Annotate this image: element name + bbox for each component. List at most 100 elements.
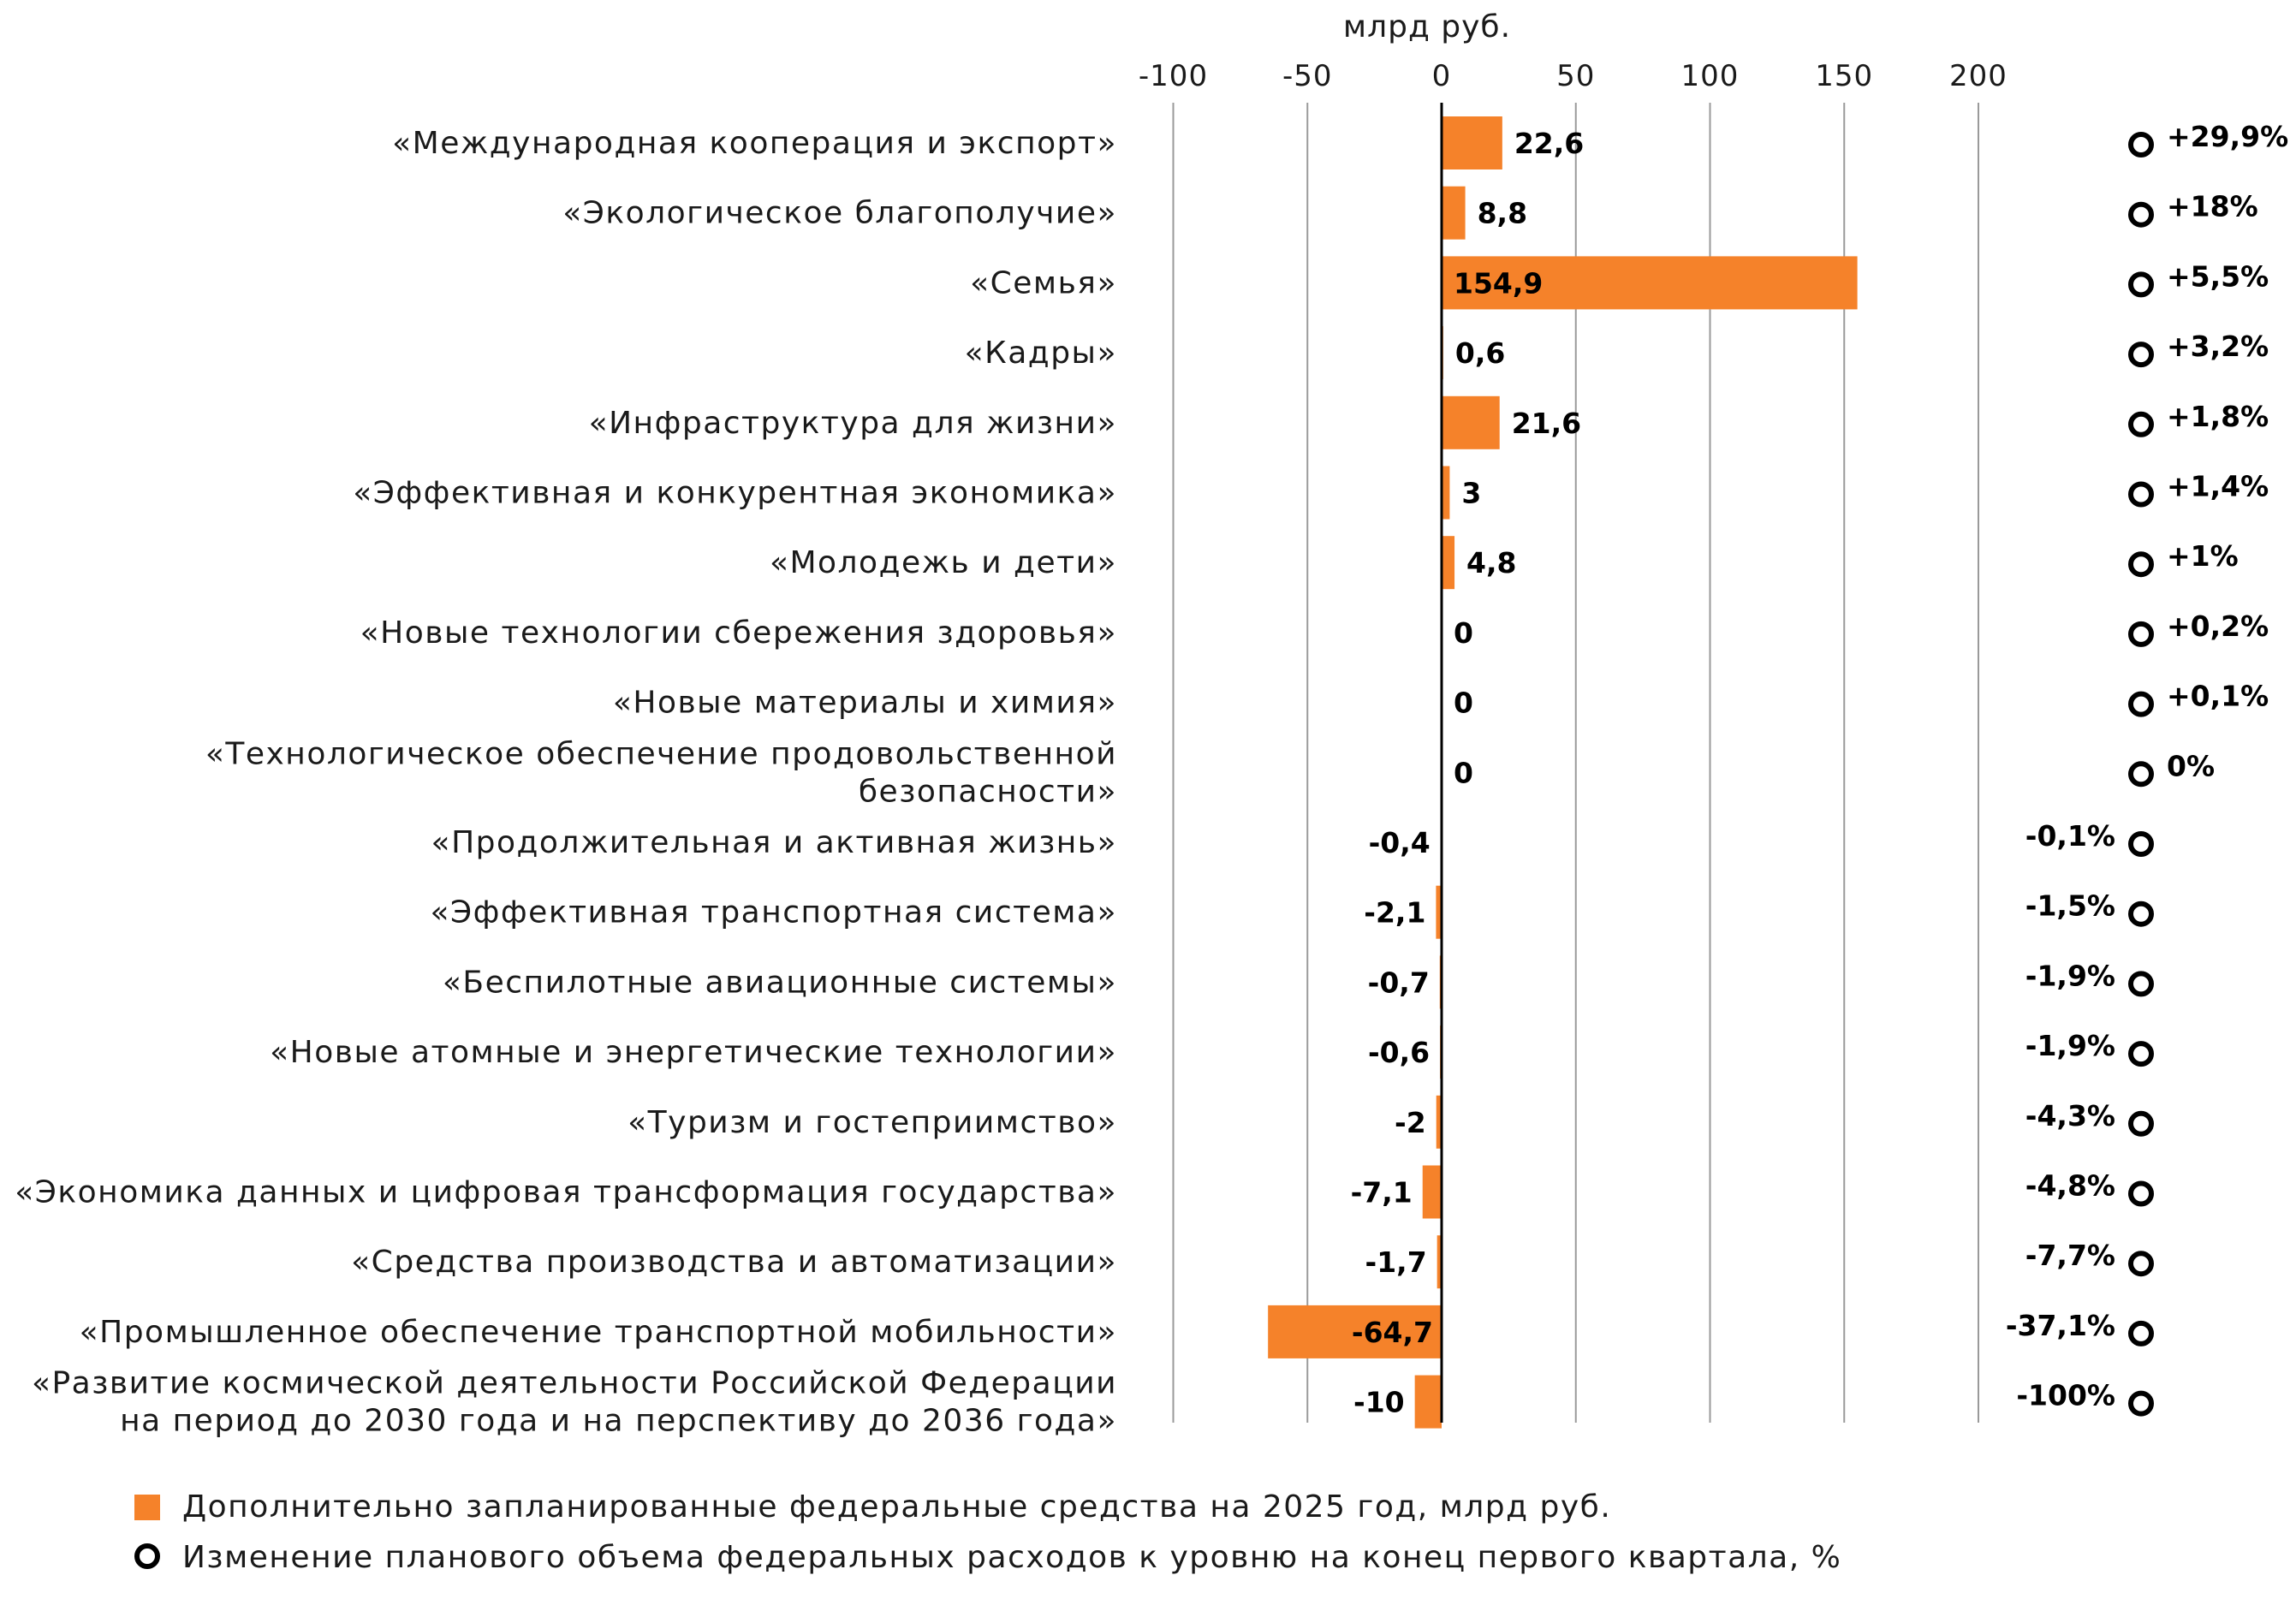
bar-value-label: 0,6 — [1455, 336, 1505, 370]
bar-value-label: 22,6 — [1514, 127, 1584, 160]
category-label: безопасности» — [859, 774, 1117, 809]
bar — [1442, 466, 1450, 520]
bar-value-label: 0 — [1454, 756, 1473, 789]
bar — [1436, 1095, 1442, 1149]
percent-marker — [2128, 621, 2154, 647]
category-label: «Средства производства и автоматизации» — [351, 1245, 1117, 1280]
bar-series — [1268, 116, 1858, 1429]
percent-marker — [2128, 691, 2154, 717]
category-label: на период до 2030 года и на перспективу … — [120, 1404, 1117, 1439]
percent-label: +3,2% — [2167, 330, 2269, 363]
bar-value-label: 8,8 — [1478, 197, 1527, 230]
percent-label: +0,2% — [2167, 609, 2269, 643]
percent-marker — [2128, 1251, 2154, 1277]
percent-label: -1,5% — [2025, 889, 2115, 923]
category-label: «Промышленное обеспечение транспортной м… — [80, 1315, 1117, 1350]
category-label: «Эффективная транспортная система» — [430, 895, 1117, 930]
percent-label: +1% — [2167, 539, 2239, 573]
percent-marker — [2128, 481, 2154, 508]
bar-value-label: -0,4 — [1369, 826, 1431, 859]
percent-label: -1,9% — [2025, 1029, 2115, 1062]
percent-label: -4,3% — [2025, 1099, 2115, 1132]
percent-label: 0% — [2167, 749, 2215, 782]
legend-square-marker — [134, 1495, 160, 1520]
percent-marker — [2128, 901, 2154, 927]
percent-marker — [2128, 342, 2154, 368]
category-label: «Продолжительная и активная жизнь» — [431, 825, 1117, 860]
tick-label: 100 — [1681, 59, 1740, 93]
category-labels: «Международная кооперация и экспорт» «Эко… — [15, 126, 1117, 1439]
legend-label-percent: Изменение планового объема федеральных р… — [182, 1540, 1841, 1575]
percent-marker — [2128, 411, 2154, 437]
bar — [1436, 885, 1442, 939]
bar-value-label: -10 — [1353, 1386, 1405, 1419]
category-label: «Международная кооперация и экспорт» — [392, 126, 1117, 161]
tick-label: 0 — [1432, 59, 1452, 93]
percent-marker — [2128, 1390, 2154, 1417]
category-label: «Эффективная и конкурентная экономика» — [353, 476, 1117, 511]
percent-change-series: +29,9% +18% +5,5% +3,2% +1,8% +1,4% +1% +0,2% +0… — [2006, 120, 2288, 1417]
percent-marker — [2128, 271, 2154, 298]
axis-unit-label: млрд руб. — [1343, 9, 1511, 45]
bar-value-label: -0,7 — [1368, 966, 1430, 999]
percent-marker — [2128, 1180, 2154, 1207]
legend: Дополнительно запланированные федеральны… — [134, 1489, 1841, 1575]
bar-value-label: -1,7 — [1365, 1245, 1427, 1279]
category-label: «Молодежь и дети» — [770, 545, 1117, 580]
percent-marker — [2128, 831, 2154, 857]
bar-value-label: 21,6 — [1512, 407, 1581, 440]
category-label: «Технологическое обеспечение продовольст… — [205, 736, 1117, 771]
percent-label: -37,1% — [2006, 1309, 2115, 1342]
percent-label: -7,7% — [2025, 1239, 2115, 1272]
bar-value-label: -7,1 — [1351, 1176, 1413, 1210]
legend-circle-marker — [134, 1543, 160, 1569]
bar — [1442, 256, 1858, 310]
gridlines — [1172, 103, 1979, 1423]
bar — [1442, 116, 1502, 169]
bar-value-label: 0 — [1454, 616, 1473, 650]
bar — [1442, 186, 1466, 240]
percent-marker — [2128, 761, 2154, 788]
axis-tick-labels: -100 -50 0 50 100 150 200 — [1139, 59, 2008, 93]
bar — [1442, 395, 1500, 449]
bar-value-label: 4,8 — [1466, 546, 1516, 580]
percent-label: -1,9% — [2025, 959, 2115, 992]
bar-value-label: -0,6 — [1368, 1036, 1430, 1069]
category-label: «Развитие космической деятельности Росси… — [32, 1366, 1117, 1401]
bar-value-labels: 22,6 8,8 154,9 0,6 21,6 3 4,8 0 0 0 -0,4 -2,1 -0,7 -0… — [1351, 127, 1585, 1419]
bar — [1414, 1375, 1442, 1429]
percent-label: +0,1% — [2167, 680, 2269, 713]
tick-label: 150 — [1815, 59, 1873, 93]
category-label: «Семья» — [970, 265, 1117, 300]
category-label: «Новые атомные и энергетические технолог… — [270, 1035, 1117, 1070]
percent-marker — [2128, 1320, 2154, 1346]
tick-label: 200 — [1949, 59, 2008, 93]
bar-value-label: 154,9 — [1454, 266, 1543, 300]
bar — [1268, 1305, 1442, 1358]
bar — [1422, 1165, 1442, 1219]
percent-label: +1,8% — [2167, 400, 2269, 433]
bar-value-label: -2 — [1395, 1106, 1426, 1139]
category-label: «Кадры» — [965, 336, 1117, 371]
category-label: «Туризм и гостеприимство» — [628, 1105, 1117, 1140]
category-label: «Новые материалы и химия» — [613, 686, 1117, 721]
category-label: «Экономика данных и цифровая трансформац… — [15, 1175, 1117, 1210]
bar-value-label: 3 — [1461, 477, 1481, 510]
percent-marker — [2128, 1110, 2154, 1137]
percent-marker — [2128, 132, 2154, 158]
bar — [1436, 1235, 1442, 1289]
percent-label: +18% — [2167, 190, 2258, 223]
percent-marker — [2128, 971, 2154, 997]
category-label: «Экологическое благополучие» — [562, 196, 1117, 231]
percent-label: +1,4% — [2167, 470, 2269, 503]
legend-label-bars: Дополнительно запланированные федеральны… — [182, 1489, 1611, 1525]
category-label: «Новые технологии сбережения здоровья» — [360, 615, 1117, 651]
bar-value-label: -64,7 — [1352, 1316, 1433, 1349]
tick-label: -100 — [1139, 59, 1208, 93]
percent-label: +5,5% — [2167, 259, 2269, 293]
percent-label: -0,1% — [2025, 819, 2115, 853]
bar-value-label: -2,1 — [1364, 896, 1425, 930]
category-label: «Беспилотные авиационные системы» — [443, 965, 1117, 1000]
percent-label: -100% — [2016, 1379, 2115, 1412]
